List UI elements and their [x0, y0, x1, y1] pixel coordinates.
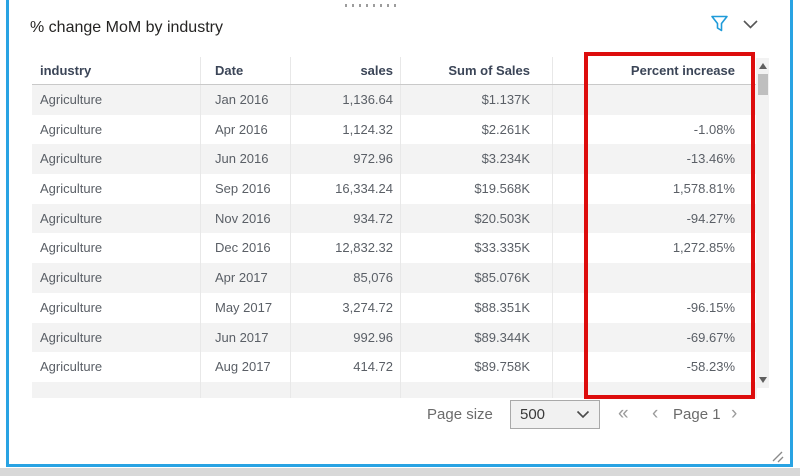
table-cell: $20.503K [400, 203, 552, 234]
table-cell: 934.72 [290, 203, 400, 234]
column-header-date[interactable]: Date [200, 57, 290, 84]
table-cell: -94.27% [552, 203, 757, 234]
table-cell: -58.23% [552, 352, 757, 382]
table-cell: $89.758K [400, 352, 552, 382]
table-cell: Apr 2017 [200, 263, 290, 293]
table-cell: Agriculture [40, 270, 103, 286]
next-page-button[interactable]: › [731, 403, 738, 424]
scrollbar-thumb[interactable] [757, 74, 768, 95]
table-cell: 1,124.32 [290, 114, 400, 145]
table-cell: Agriculture [40, 299, 103, 315]
column-header-percent-increase[interactable]: Percent increase [552, 57, 757, 84]
table-cell: Apr 2016 [200, 114, 290, 145]
table-row[interactable]: Agriculture Apr 2017 85,076 $85.076K [32, 263, 757, 293]
table-cell [32, 382, 200, 398]
table-cell: $3.234K [400, 144, 552, 175]
table-cell: Dec 2016 [200, 233, 290, 264]
table-cell: 1,578.81% [552, 174, 757, 204]
table-cell: Agriculture [40, 210, 103, 226]
table-cell: $85.076K [400, 263, 552, 293]
table-cell: 85,076 [290, 263, 400, 293]
page-size-label: Page size [427, 406, 493, 423]
table-cell: $19.568K [400, 174, 552, 204]
page-size-value: 500 [520, 406, 546, 423]
table-cell: 414.72 [290, 352, 400, 382]
table-cell: $89.344K [400, 322, 552, 353]
table-cell: Agriculture [40, 121, 103, 137]
table-cell: 3,274.72 [290, 292, 400, 323]
chevron-down-icon[interactable] [742, 17, 759, 35]
table-cell: Aug 2017 [200, 352, 290, 382]
table-cell: -96.15% [552, 292, 757, 323]
table-cell [200, 381, 290, 398]
table-row[interactable]: Agriculture Aug 2017 414.72 $89.758K -58.23% [32, 352, 757, 382]
table-cell: Agriculture [40, 92, 103, 107]
resize-handle-icon[interactable] [770, 449, 784, 463]
table-cell: 12,832.32 [290, 233, 400, 264]
table-cell: Agriculture [40, 151, 103, 167]
scroll-down-icon[interactable] [758, 377, 767, 383]
table-cell: 1,136.64 [290, 85, 400, 115]
table-cell: Agriculture [40, 240, 103, 256]
column-header-sum-of-sales[interactable]: Sum of Sales [400, 57, 552, 84]
table-cell: Nov 2016 [200, 203, 290, 234]
table-cell [290, 381, 400, 398]
table-cell: $1.137K [400, 85, 552, 115]
table-row[interactable]: Agriculture Dec 2016 12,832.32 $33.335K 1,27… [32, 233, 757, 264]
column-header-industry[interactable]: industry [40, 63, 92, 78]
table-cell: 992.96 [290, 322, 400, 353]
visual-header-icons [710, 15, 770, 37]
table-row[interactable]: Agriculture Apr 2016 1,124.32 $2.261K -1.08% [32, 114, 757, 145]
table-cell: -13.46% [552, 144, 757, 175]
table-row[interactable]: Agriculture Sep 2016 16,334.24 $19.568K 1,57… [32, 174, 757, 204]
table-cell: Agriculture [40, 359, 103, 375]
table-row[interactable]: Agriculture Jan 2016 1,136.64 $1.137K [32, 85, 757, 115]
table-row[interactable] [32, 381, 757, 398]
table-row[interactable]: Agriculture Jun 2017 992.96 $89.344K -69.67% [32, 322, 757, 353]
previous-page-button[interactable]: ‹ [652, 403, 659, 424]
table-cell [552, 381, 757, 398]
drag-handle-dots[interactable] [345, 4, 398, 7]
table-cell: Agriculture [40, 181, 103, 197]
table-header-row: industry Date sales Sum of Sales Percent inc… [32, 57, 757, 85]
scroll-up-icon[interactable] [758, 63, 767, 69]
table-row[interactable]: Agriculture Jun 2016 972.96 $3.234K -13.46% [32, 144, 757, 175]
table-cell: -69.67% [552, 322, 757, 353]
table-cell: 972.96 [290, 144, 400, 175]
table-cell: Sep 2016 [200, 174, 290, 204]
vertical-scrollbar[interactable] [756, 58, 769, 388]
page-size-dropdown[interactable]: 500 [510, 400, 600, 429]
table-cell [400, 381, 552, 398]
visual-title: % change MoM by industry [30, 19, 223, 36]
dropdown-chevron-icon [576, 406, 590, 424]
table-cell: -1.08% [552, 114, 757, 145]
table-cell: Agriculture [40, 329, 103, 345]
table-row[interactable]: Agriculture Nov 2016 934.72 $20.503K -94.27% [32, 203, 757, 234]
table-body: Agriculture Jan 2016 1,136.64 $1.137K Agricu… [32, 85, 757, 398]
page-background-strip [0, 468, 800, 476]
filter-icon[interactable] [710, 14, 729, 38]
table-cell [552, 85, 757, 115]
table-cell: 16,334.24 [290, 174, 400, 204]
column-header-sales[interactable]: sales [290, 57, 400, 84]
table-cell: Jun 2016 [200, 144, 290, 175]
table-cell: Jun 2017 [200, 322, 290, 353]
table-cell: May 2017 [200, 292, 290, 323]
table-cell: Jan 2016 [200, 85, 290, 115]
table-cell [552, 263, 757, 293]
table-cell: 1,272.85% [552, 233, 757, 264]
table-cell: $33.335K [400, 233, 552, 264]
table-row[interactable]: Agriculture May 2017 3,274.72 $88.351K -96.1… [32, 292, 757, 323]
table-cell: $2.261K [400, 114, 552, 145]
page-indicator: Page 1 [673, 406, 721, 423]
first-page-button[interactable]: « [618, 403, 629, 424]
table-cell: $88.351K [400, 292, 552, 323]
